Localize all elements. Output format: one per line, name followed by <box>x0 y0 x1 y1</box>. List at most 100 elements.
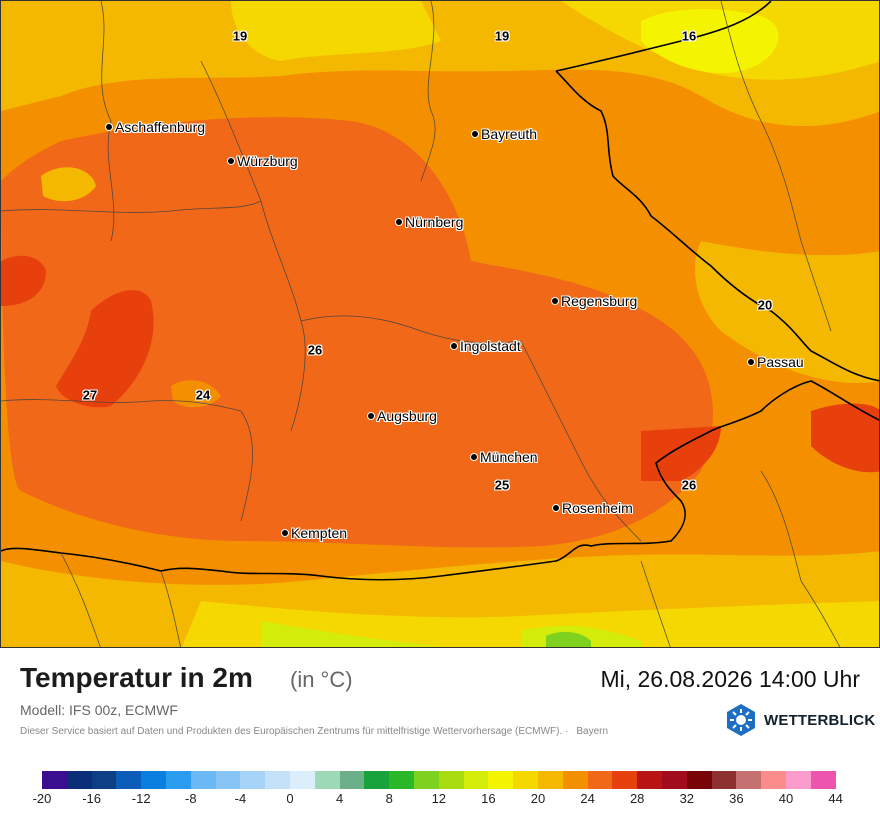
isotherm-label: 27 <box>82 387 98 403</box>
legend-tick: 36 <box>729 791 744 806</box>
isotherm-label: 16 <box>681 28 697 44</box>
map-title: Temperatur in 2m <box>20 662 253 693</box>
city-regensburg: Regensburg <box>552 293 637 309</box>
sun-icon <box>727 704 755 736</box>
temperature-field <box>1 1 879 647</box>
legend-swatch <box>587 771 613 789</box>
city-bayreuth: Bayreuth <box>472 126 537 142</box>
legend-swatch <box>637 771 662 789</box>
city-label: München <box>480 449 538 465</box>
isotherm-label: 26 <box>681 477 697 493</box>
legend-swatch <box>116 771 142 789</box>
region-label: Bayern <box>576 726 609 737</box>
legend-swatch <box>686 771 712 789</box>
city-dot <box>748 359 754 365</box>
city-label: Nürnberg <box>405 214 464 230</box>
city-dot <box>368 413 374 419</box>
isotherm-label: 24 <box>195 387 211 403</box>
city-label: Bayreuth <box>481 126 538 142</box>
city-dot <box>228 158 234 164</box>
city-dot <box>451 343 457 349</box>
legend-swatch <box>612 771 638 789</box>
legend-tick: 20 <box>530 791 546 806</box>
city-aschaffenburg: Aschaffenburg <box>106 119 205 135</box>
legend-tick: 12 <box>431 791 447 806</box>
city-ingolstadt: Ingolstadt <box>451 338 521 354</box>
legend-swatch <box>240 771 266 789</box>
legend-swatch <box>165 771 191 789</box>
city-dot <box>282 530 288 536</box>
isotherm-label: 20 <box>757 297 773 313</box>
legend-swatch <box>141 771 166 789</box>
legend-tick: 4 <box>335 791 344 806</box>
city-label: Regensburg <box>561 293 638 309</box>
legend-swatch <box>562 771 588 789</box>
data-credit: Dieser Service basiert auf Daten und Pro… <box>20 726 608 737</box>
legend-swatch <box>785 771 811 789</box>
legend-swatch <box>537 771 563 789</box>
city-nuernberg: Nürnberg <box>396 214 463 230</box>
legend-tick: -16 <box>82 791 101 806</box>
legend-swatch <box>364 771 390 789</box>
legend-swatch <box>736 771 762 789</box>
credit-separator: · <box>565 726 569 737</box>
city-rosenheim: Rosenheim <box>553 500 633 516</box>
city-dot <box>472 131 478 137</box>
city-wuerzburg: Würzburg <box>228 153 298 169</box>
legend-ticks: -20 -16 -12 -8 -4 0 4 8 12 16 20 24 28 32 36 40 44 <box>0 791 880 811</box>
legend-tick: -20 <box>32 791 52 806</box>
city-muenchen: München <box>471 449 538 465</box>
map-footer: Temperatur in 2m (in °C) Mi, 26.08.2026 … <box>0 648 880 830</box>
city-dot <box>471 454 477 460</box>
isotherm-label: 26 <box>307 342 323 358</box>
legend-tick: 40 <box>778 791 794 806</box>
legend-tick: 8 <box>385 791 393 806</box>
legend-swatch <box>438 771 464 789</box>
city-label: Augsburg <box>377 408 437 424</box>
legend-swatch <box>661 771 687 789</box>
city-dot <box>396 219 402 225</box>
city-label: Aschaffenburg <box>115 119 206 135</box>
legend-tick: -12 <box>131 791 151 806</box>
legend-swatch <box>215 771 241 789</box>
legend-swatch <box>810 771 836 789</box>
brand-name: WETTERBLICK <box>764 711 876 729</box>
city-label: Würzburg <box>237 153 298 169</box>
model-info: Modell: IFS 00z, ECMWF <box>20 702 178 718</box>
legend-swatch <box>190 771 216 789</box>
credit-text: Dieser Service basiert auf Daten und Pro… <box>20 726 563 737</box>
legend-tick: 44 <box>828 791 843 806</box>
legend-swatch <box>488 771 514 789</box>
city-label: Ingolstadt <box>460 338 521 354</box>
unit-label: (in °C) <box>290 667 353 692</box>
brand-logo[interactable]: WETTERBLICK <box>724 703 875 737</box>
legend-swatch <box>513 771 538 789</box>
isotherm-label: 19 <box>494 28 510 44</box>
city-dot <box>552 298 558 304</box>
forecast-datetime: Mi, 26.08.2026 14:00 Uhr <box>600 666 860 692</box>
isotherm-label: 19 <box>232 28 248 44</box>
legend-swatch <box>265 771 290 789</box>
isotherm-label: 25 <box>494 477 510 493</box>
legend-tick: -4 <box>234 791 247 806</box>
legend-swatch <box>339 771 365 789</box>
city-kempten: Kempten <box>282 525 347 541</box>
city-label: Passau <box>757 354 804 370</box>
legend-swatch <box>289 771 315 789</box>
legend-swatch <box>761 771 786 789</box>
city-dot <box>553 505 559 511</box>
legend-tick: -8 <box>185 791 197 806</box>
legend-tick: 24 <box>580 791 595 806</box>
legend-swatch <box>314 771 340 789</box>
temperature-map: Aschaffenburg Bayreuth Würzburg Nürnberg… <box>0 0 880 648</box>
city-label: Kempten <box>291 525 348 541</box>
city-dot <box>106 124 112 130</box>
legend-swatch <box>389 771 414 789</box>
legend-tick: 16 <box>481 791 496 806</box>
legend-tick: 32 <box>679 791 695 806</box>
legend-swatch <box>711 771 737 789</box>
city-augsburg: Augsburg <box>368 408 437 424</box>
legend-swatch <box>413 771 439 789</box>
legend-swatch <box>66 771 92 789</box>
legend-swatch <box>463 771 489 789</box>
